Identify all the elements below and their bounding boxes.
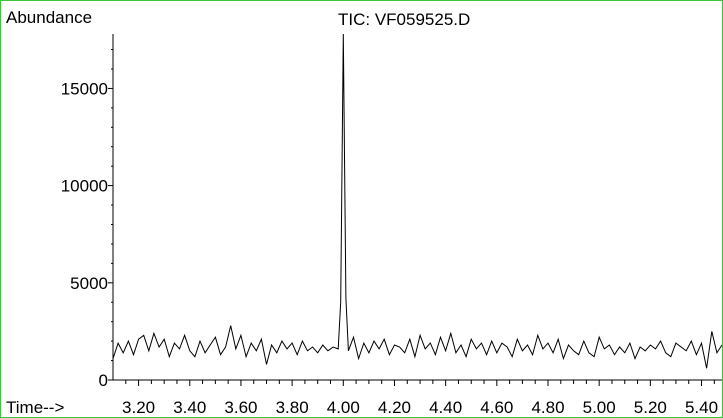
x-tick-label: 3.80 [276,398,309,417]
y-axis-title: Abundance [6,8,92,27]
x-tick-label: 4.60 [480,398,513,417]
x-tick-label: 5.20 [634,398,667,417]
y-tick-label: 0 [99,371,108,390]
tick-label-group: 3.20 3.40 3.60 3.80 4.00 4.20 4.40 4.60 4.80 5.00… [61,79,718,417]
x-tick-label: 4.20 [378,398,411,417]
x-tick-label: 3.60 [224,398,257,417]
x-tick-label: 4.80 [531,398,564,417]
chart-title: TIC: VF059525.D [338,10,470,29]
y-tick-label: 15000 [61,79,108,98]
tic-trace-line [112,33,723,369]
x-axis-title: Time--> [6,398,64,417]
x-tick-label: 4.40 [429,398,462,417]
x-tick-label: 5.00 [583,398,616,417]
axes [112,34,722,381]
y-tick-label: 5000 [70,274,108,293]
x-tick-label: 3.20 [122,398,155,417]
x-tick-label: 5.40 [685,398,718,417]
x-tick-label: 4.00 [327,398,360,417]
y-tick-label: 10000 [61,177,108,196]
tick-group [108,49,715,386]
x-tick-label: 3.40 [173,398,206,417]
trace-group [112,33,723,369]
